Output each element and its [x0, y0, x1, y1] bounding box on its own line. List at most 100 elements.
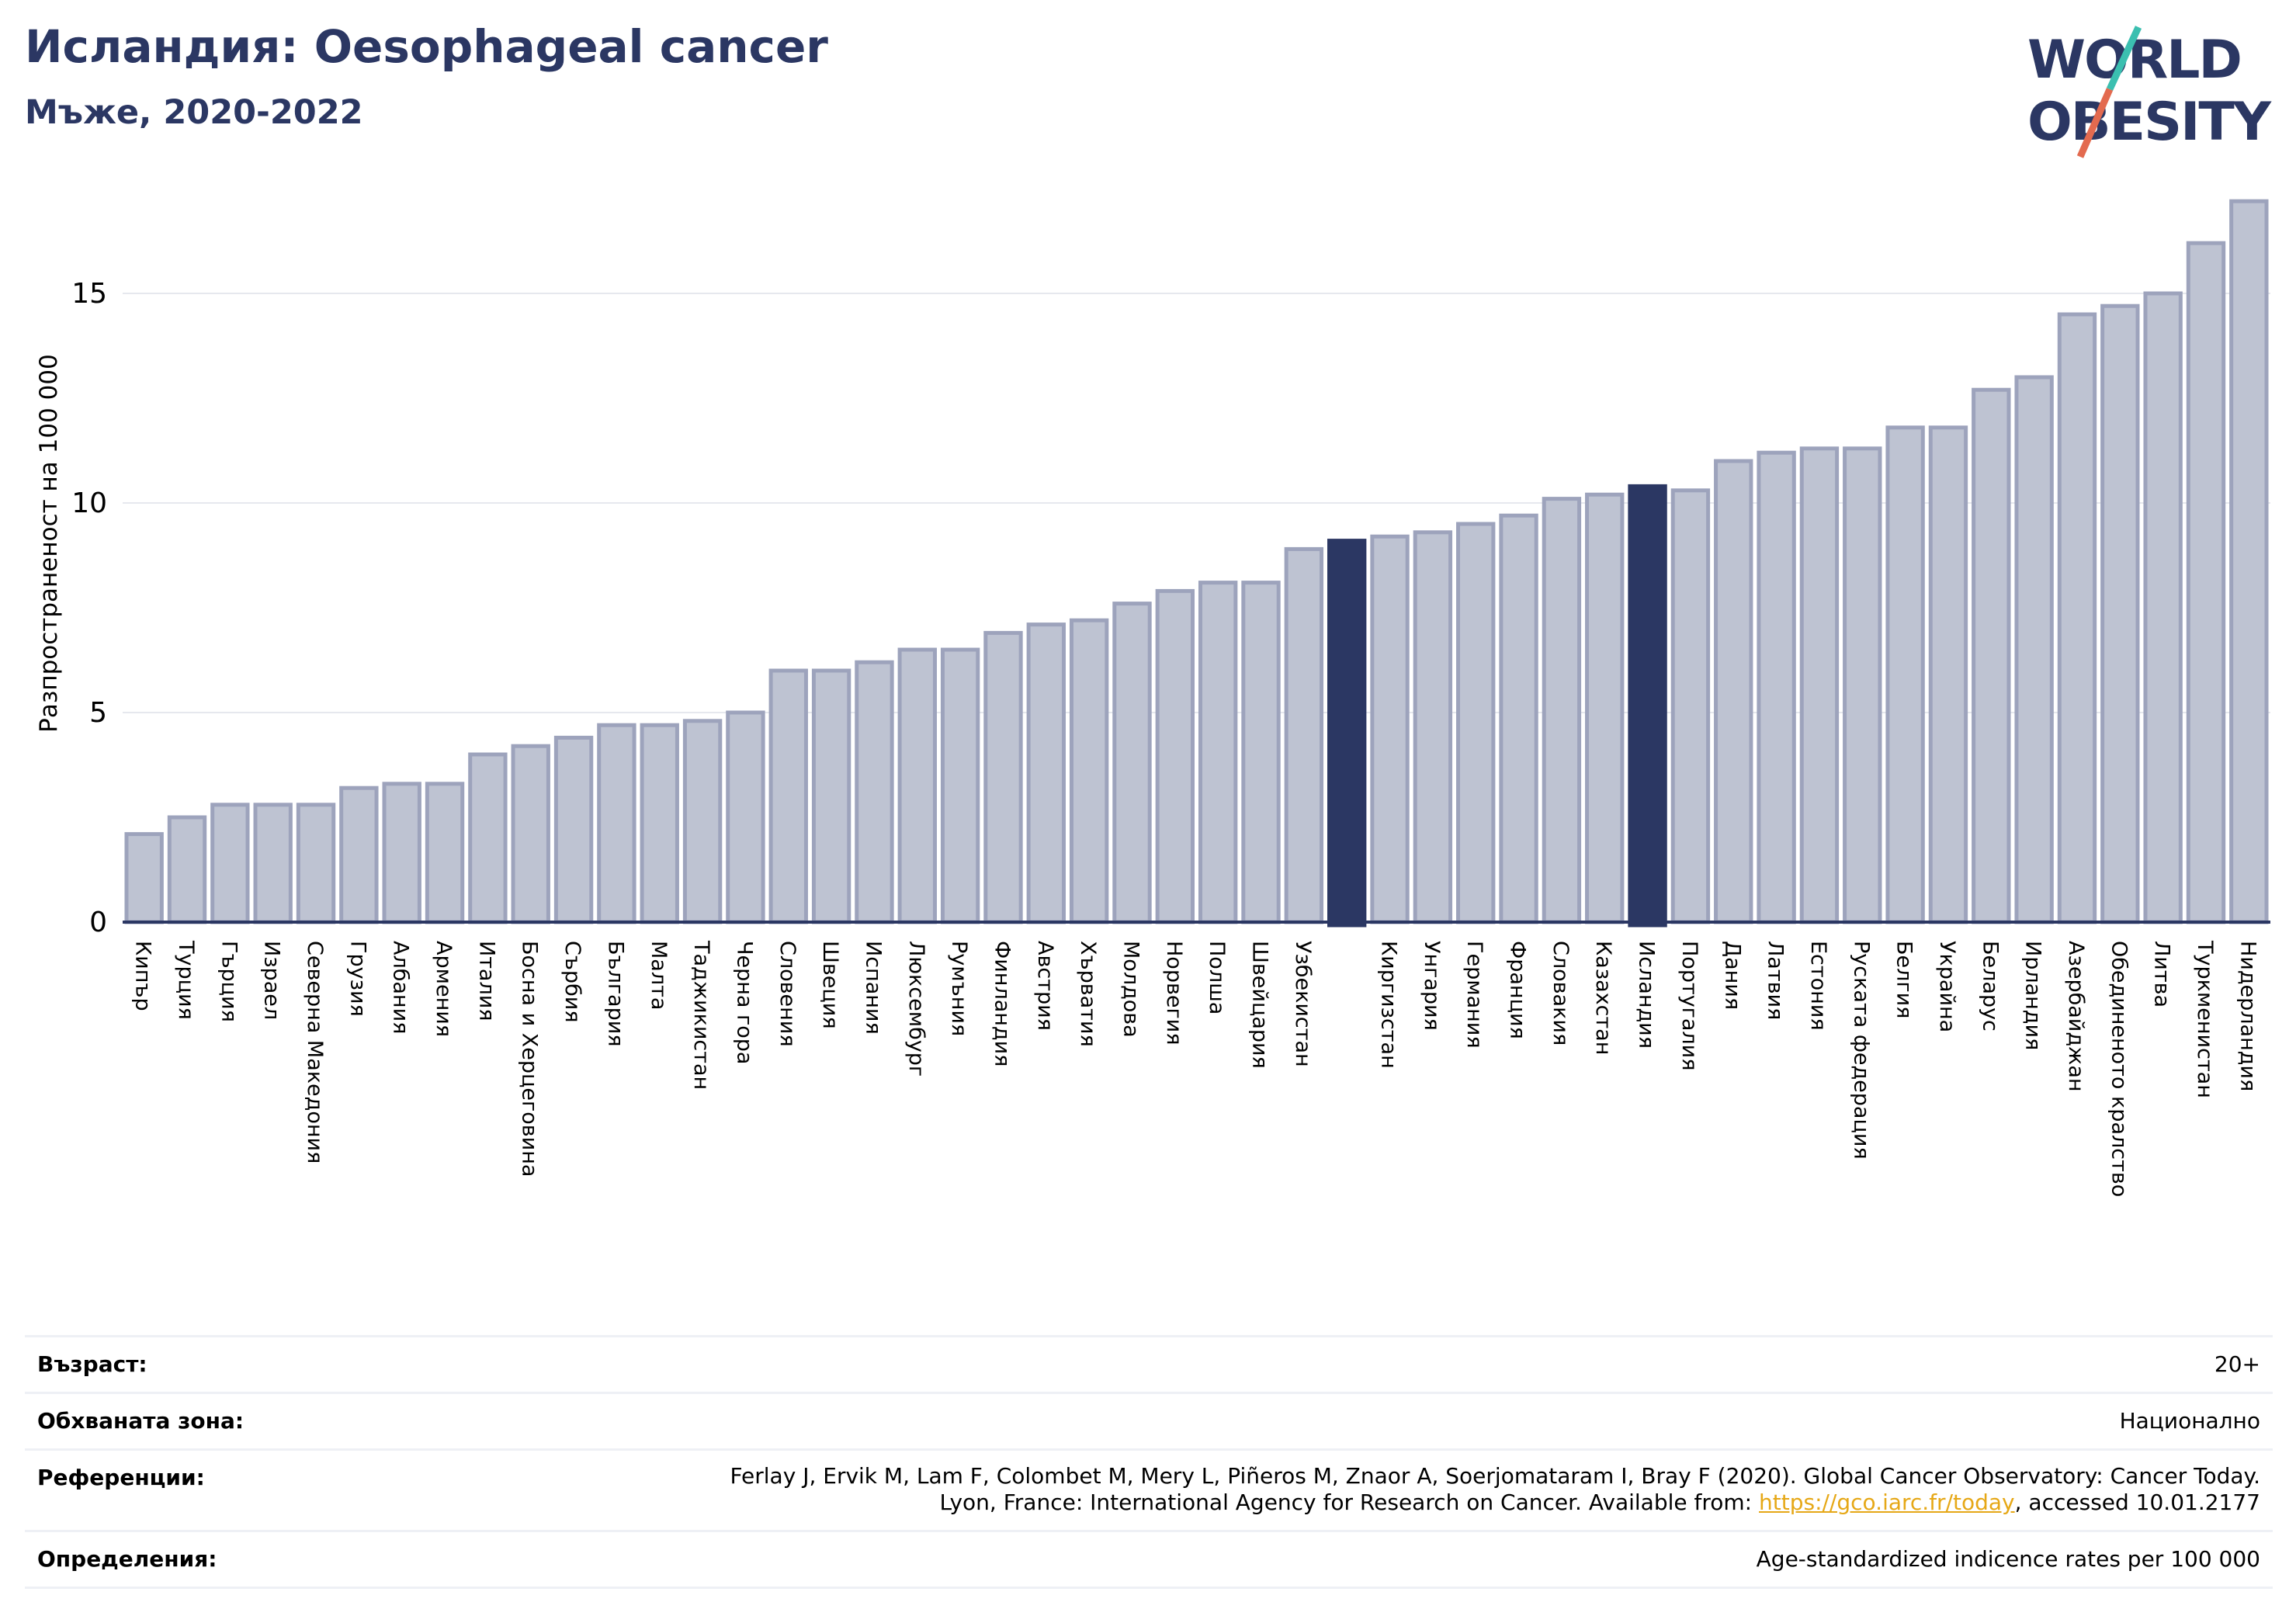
x-tick-label: Словения [775, 941, 799, 1047]
bar [2017, 377, 2051, 922]
x-tick-label: Сърбия [560, 941, 584, 1023]
info-table: Възраст: 20+ Обхваната зона: Национално … [25, 1335, 2273, 1589]
reference-line-1: Ferlay J, Ervik M, Lam F, Colombet M, Me… [730, 1463, 2260, 1489]
x-tick-label: Белгия [1892, 941, 1916, 1018]
x-tick-label: Киргизстан [1377, 941, 1401, 1069]
info-row-references: Референции: Ferlay J, Ervik M, Lam F, Co… [25, 1448, 2273, 1530]
x-tick-label: Португалия [1677, 941, 1701, 1070]
x-tick-label: Унгария [1420, 941, 1444, 1031]
x-tick-label: Малта [647, 941, 671, 1010]
bar [2232, 201, 2267, 922]
info-key-area: Обхваната зона: [37, 1408, 244, 1434]
x-tick-label: Армения [432, 941, 456, 1037]
bar [169, 817, 204, 922]
reference-line-2-post: , accessed 10.01.2177 [2015, 1489, 2260, 1515]
y-axis-ticks: 0 5 10 15 [71, 278, 107, 938]
x-tick-label: Полша [1205, 941, 1229, 1014]
bar [1802, 449, 1836, 922]
bar [384, 784, 419, 922]
info-key-references: Референции: [37, 1465, 205, 1490]
reference-link[interactable]: https://gco.iarc.fr/today [1759, 1489, 2015, 1515]
bar [1716, 461, 1751, 922]
x-tick-label: Казахстан [1591, 941, 1615, 1055]
bar [2188, 243, 2223, 922]
bar [599, 725, 634, 922]
bar [1028, 625, 1063, 922]
x-tick-label: Дания [1720, 941, 1744, 1010]
bar [1286, 549, 1321, 922]
bar [298, 805, 333, 922]
bar [942, 650, 977, 922]
info-row-definitions: Определения: Age-standardized indicence … [25, 1530, 2273, 1589]
x-tick-label: Хърватия [1076, 941, 1100, 1047]
info-value-area: Национално [2120, 1408, 2260, 1434]
bar [1157, 591, 1192, 922]
x-tick-label: Обединеното кралство [2107, 941, 2131, 1197]
bar [771, 671, 806, 922]
x-tick-label: Украйна [1935, 941, 1959, 1032]
x-tick-label: България [603, 941, 627, 1047]
bar [642, 725, 677, 922]
info-value-age: 20+ [2214, 1351, 2260, 1378]
bar [427, 784, 462, 922]
x-tick-label: Ирландия [2021, 941, 2045, 1050]
reference-line-2-pre: Lyon, France: International Agency for R… [939, 1489, 1759, 1515]
bar [986, 633, 1021, 922]
x-tick-label: Таджикистан [689, 940, 713, 1090]
bar-highlighted [1330, 541, 1365, 925]
bar [1673, 491, 1708, 922]
bar [1071, 620, 1106, 922]
x-tick-label: Италия [474, 941, 498, 1021]
info-row-area: Обхваната зона: Национално [25, 1392, 2273, 1448]
bar [1200, 583, 1235, 922]
x-tick-label: Руската федерация [1849, 941, 1873, 1160]
x-tick-label: Норвегия [1162, 941, 1186, 1045]
y-tick-label: 5 [89, 697, 107, 729]
bar [255, 805, 290, 922]
x-tick-label: Швеция [818, 941, 842, 1029]
info-value-definitions: Age-standardized indicence rates per 100… [1757, 1546, 2260, 1573]
x-tick-label: Латвия [1764, 941, 1788, 1020]
x-tick-label: Испания [861, 941, 885, 1035]
bar [1587, 494, 1622, 922]
bar [1759, 453, 1794, 922]
info-key-age: Възраст: [37, 1351, 147, 1377]
bar [1544, 499, 1579, 922]
x-tick-label: Молдова [1119, 941, 1143, 1038]
x-tick-label: Туркменистан [2193, 940, 2217, 1098]
bar [1458, 524, 1493, 922]
x-tick-label: Исландия [1635, 941, 1659, 1049]
x-tick-label: Словакия [1549, 941, 1573, 1046]
x-tick-label: Гърция [217, 941, 241, 1022]
bar [857, 662, 892, 922]
info-value-references: Ferlay J, Ervik M, Lam F, Colombet M, Me… [730, 1463, 2260, 1516]
bar [813, 671, 848, 922]
bar [728, 713, 763, 922]
bars [127, 201, 2267, 925]
x-tick-label: Узбекистан [1291, 941, 1315, 1067]
bar [1243, 583, 1278, 922]
info-key-definitions: Определения: [37, 1546, 217, 1572]
bar [470, 754, 505, 922]
bar [556, 737, 591, 922]
bar [1115, 604, 1150, 922]
bar [900, 650, 935, 922]
x-tick-label: Нидерландия [2235, 941, 2260, 1091]
x-tick-label: Румъния [947, 941, 971, 1036]
x-tick-label: Германия [1462, 941, 1486, 1049]
x-tick-label: Турция [174, 940, 198, 1020]
x-tick-label: Кипър [131, 941, 155, 1011]
x-tick-label: Беларус [1978, 941, 2002, 1032]
bar [685, 721, 720, 922]
x-axis-labels: Кипър Турция Гърция Израел Северна Македония… [131, 940, 2260, 1197]
info-row-age: Възраст: 20+ [25, 1335, 2273, 1392]
x-tick-label: Босна и Херцеговина [518, 941, 542, 1177]
bar [213, 805, 248, 922]
reference-line-2: Lyon, France: International Agency for R… [730, 1489, 2260, 1516]
x-tick-label: Черна гора [732, 941, 756, 1064]
bar [1974, 390, 2009, 922]
bar [2145, 293, 2180, 922]
y-axis-label: Разпространеност на 100 000 [35, 354, 63, 733]
y-tick-label: 15 [71, 278, 107, 310]
bar [127, 834, 161, 922]
